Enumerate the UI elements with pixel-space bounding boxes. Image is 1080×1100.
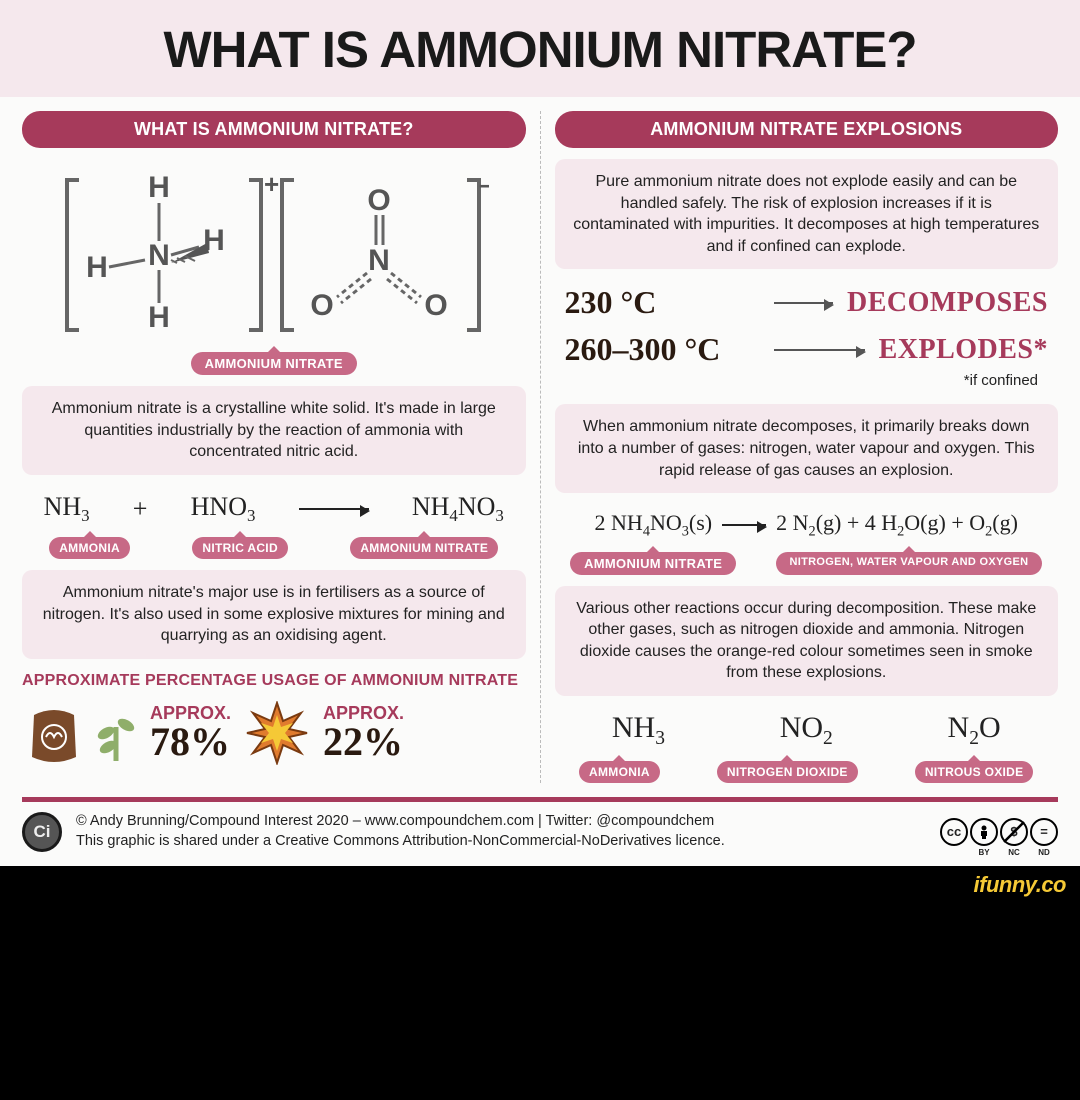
svg-text:O: O (310, 289, 333, 322)
compound-interest-logo-icon: Ci (22, 812, 62, 852)
infographic-page: WHAT IS AMMONIUM NITRATE? WHAT IS AMMONI… (0, 0, 1080, 866)
reaction-arrow-icon (722, 524, 766, 526)
right-desc-2: When ammonium nitrate decomposes, it pri… (555, 404, 1059, 493)
temp-row-decomposes: 230 °C DECOMPOSES (565, 284, 1049, 321)
label-gases: NITROGEN, WATER VAPOUR AND OXYGEN (776, 552, 1043, 575)
watermark: ifunny.co (0, 866, 1080, 908)
svg-text:O: O (424, 289, 447, 322)
label-an-2: AMMONIUM NITRATE (570, 552, 736, 575)
temperature-block: 230 °C DECOMPOSES 260–300 °C EXPLODES* *… (555, 280, 1059, 393)
footer-line-2: This graphic is shared under a Creative … (76, 832, 926, 852)
temp-260-300: 260–300 °C (565, 331, 760, 368)
title-bar: WHAT IS AMMONIUM NITRATE? (0, 0, 1080, 97)
temp-row-explodes: 260–300 °C EXPLODES* (565, 331, 1049, 368)
reaction-labels-row: AMMONIA NITRIC ACID AMMONIUM NITRATE (22, 537, 526, 559)
right-header: AMMONIUM NITRATE EXPLOSIONS (555, 111, 1059, 148)
arrow-icon (774, 302, 833, 304)
svg-text:H: H (86, 251, 108, 284)
nd-icon: =ND (1030, 818, 1058, 846)
svg-text:O: O (367, 184, 390, 217)
usage-title: APPROXIMATE PERCENTAGE USAGE OF AMMONIUM… (22, 672, 526, 690)
decomp-labels-row: AMMONIUM NITRATE NITROGEN, WATER VAPOUR … (555, 552, 1059, 575)
plant-icon (96, 703, 136, 763)
gas-labels-row: AMMONIA NITROGEN DIOXIDE NITROUS OXIDE (555, 761, 1059, 783)
word-decomposes: DECOMPOSES (847, 287, 1048, 319)
reaction-arrow-icon (299, 508, 369, 510)
label-nitric-acid: NITRIC ACID (192, 537, 288, 559)
left-header: WHAT IS AMMONIUM NITRATE? (22, 111, 526, 148)
left-desc-2: Ammonium nitrate's major use is in ferti… (22, 570, 526, 659)
ammonium-nitrate-structure-svg: N H H H H (59, 165, 489, 340)
structure-label-row: AMMONIUM NITRATE (22, 352, 526, 375)
products-gases: 2 N2(g) + 4 H2O(g) + O2(g) (776, 510, 1018, 540)
structure-diagram: N H H H H (22, 159, 526, 345)
gas-n2o: N2O (948, 711, 1001, 750)
temp-230: 230 °C (565, 284, 760, 321)
svg-text:–: – (479, 169, 489, 199)
by-icon: BY (970, 818, 998, 846)
page-title: WHAT IS AMMONIUM NITRATE? (26, 20, 1054, 79)
reactant-an: 2 NH4NO3(s) (595, 510, 713, 540)
fertiliser-bag-icon (26, 703, 82, 763)
svg-text:H: H (148, 301, 170, 334)
usage-fertiliser: APPROX. 78% (150, 704, 231, 762)
decomposition-reaction: 2 NH4NO3(s) 2 N2(g) + 4 H2O(g) + O2(g) (555, 504, 1059, 540)
cc-icons: cc BY $ NC =ND (940, 818, 1058, 846)
two-column-layout: WHAT IS AMMONIUM NITRATE? N H (0, 97, 1080, 791)
left-column: WHAT IS AMMONIUM NITRATE? N H (22, 111, 540, 783)
reactant-nitric-acid: HNO3 (191, 492, 256, 526)
explosion-icon (245, 701, 309, 765)
reactant-ammonia: NH3 (44, 492, 90, 526)
right-column: AMMONIUM NITRATE EXPLOSIONS Pure ammoniu… (540, 111, 1059, 783)
svg-text:N: N (368, 244, 390, 277)
structure-label-pill: AMMONIUM NITRATE (191, 352, 357, 375)
other-gases-row: NH3 NO2 N2O (555, 707, 1059, 750)
svg-text:+: + (264, 169, 279, 199)
label-nitrous-oxide: NITROUS OXIDE (915, 761, 1034, 783)
right-desc-3: Various other reactions occur during dec… (555, 586, 1059, 696)
pct-explosives: 22% (323, 722, 404, 762)
nc-icon: $ NC (1000, 818, 1028, 846)
gas-no2: NO2 (780, 711, 833, 750)
gas-nh3: NH3 (612, 711, 665, 750)
footer: Ci © Andy Brunning/Compound Interest 202… (0, 802, 1080, 866)
word-explodes: EXPLODES* (879, 334, 1048, 366)
label-nitrogen-dioxide: NITROGEN DIOXIDE (717, 761, 858, 783)
footer-line-1: © Andy Brunning/Compound Interest 2020 –… (76, 812, 926, 832)
usage-explosives: APPROX. 22% (323, 704, 404, 762)
left-desc-1: Ammonium nitrate is a crystalline white … (22, 386, 526, 475)
svg-text:H: H (148, 171, 170, 204)
footer-text: © Andy Brunning/Compound Interest 2020 –… (76, 812, 926, 851)
usage-row: APPROX. 78% APPROX. 22% (22, 701, 526, 765)
label-ammonia-2: AMMONIA (579, 761, 660, 783)
right-desc-1: Pure ammonium nitrate does not explode e… (555, 159, 1059, 269)
label-ammonium-nitrate: AMMONIUM NITRATE (350, 537, 498, 559)
footnote-if-confined: *if confined (565, 372, 1049, 389)
product-ammonium-nitrate: NH4NO3 (412, 492, 504, 526)
arrow-icon (774, 349, 865, 351)
synthesis-reaction: NH3 + HNO3 NH4NO3 (22, 486, 526, 526)
pct-fertiliser: 78% (150, 722, 231, 762)
label-ammonia: AMMONIA (49, 537, 130, 559)
svg-text:N: N (148, 239, 170, 272)
cc-icon: cc (940, 818, 968, 846)
